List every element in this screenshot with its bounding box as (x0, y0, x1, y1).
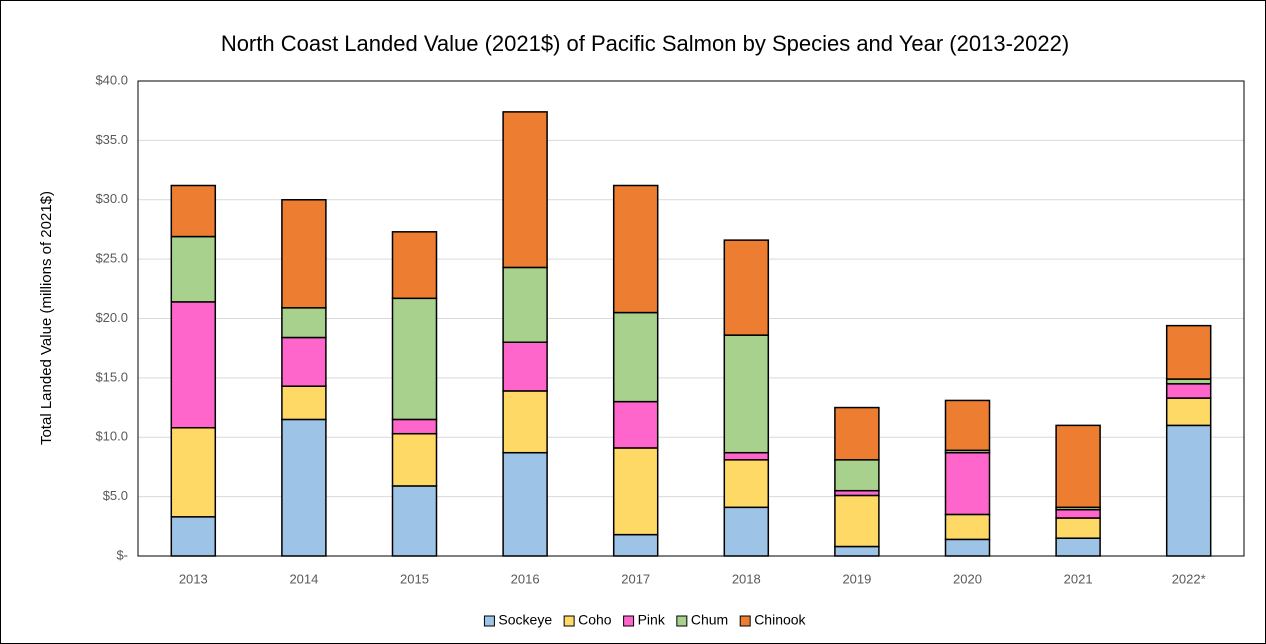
bar-segment (723, 239, 770, 336)
bar-segment (281, 199, 327, 309)
bar-segment (170, 184, 217, 238)
bar-segment (1165, 383, 1212, 399)
legend-label: Sockeye (498, 612, 552, 628)
bar-segment (281, 336, 327, 387)
bar-segment (170, 427, 217, 518)
bar-segment (723, 459, 770, 509)
x-tick-label: 2014 (289, 571, 318, 586)
x-tick-label: 2019 (842, 571, 871, 586)
bar-segment (391, 485, 438, 557)
bar-segment (502, 341, 548, 392)
bar-segment (1055, 517, 1101, 539)
bar-segment (612, 533, 659, 557)
bar-segment (1055, 537, 1101, 557)
x-tick-label: 2017 (621, 571, 650, 586)
y-tick-label: $25.0 (95, 251, 128, 266)
legend-swatch (623, 615, 635, 627)
y-tick-label: $20.0 (95, 310, 128, 325)
y-tick-label: $15.0 (95, 369, 128, 384)
bar-segment (834, 459, 880, 492)
x-tick-label: 2022* (1172, 571, 1206, 586)
bar-segment (170, 301, 217, 429)
legend-swatch (563, 615, 575, 627)
x-tick-label: 2021 (1064, 571, 1093, 586)
bar-segment (502, 266, 548, 343)
chart-title: North Coast Landed Value (2021$) of Paci… (221, 31, 1069, 56)
bar-segment (170, 235, 217, 303)
legend-label: Chinook (754, 612, 806, 628)
y-tick-label: $5.0 (103, 488, 128, 503)
plot-border (137, 80, 1245, 557)
bar-segment (281, 385, 327, 421)
bar-segment (502, 390, 548, 454)
bar-segment (723, 451, 770, 461)
bar-segment (391, 231, 438, 300)
bar-segment (834, 494, 880, 548)
bar-segment (502, 451, 548, 557)
y-tick-label: $40.0 (95, 72, 128, 87)
bar-segment (723, 506, 770, 557)
bar-segment (612, 400, 659, 449)
x-tick-label: 2018 (732, 571, 761, 586)
bar-segment (391, 432, 438, 487)
x-tick-label: 2015 (400, 571, 429, 586)
bar-segment (834, 406, 880, 461)
bar-segment (170, 516, 217, 557)
legend-label: Chum (691, 612, 728, 628)
bar-segment (391, 418, 438, 435)
bar-segment (1165, 324, 1212, 380)
bar-segment (612, 184, 659, 314)
bar-segment (723, 334, 770, 454)
bar-segment (944, 451, 991, 516)
bar-segment (612, 447, 659, 536)
bar-segment (944, 399, 991, 452)
bar-segment (281, 307, 327, 339)
bar-segment (281, 418, 327, 557)
bar-segment (502, 111, 548, 269)
x-tick-label: 2016 (511, 571, 540, 586)
legend-swatch (483, 615, 495, 627)
y-tick-label: $30.0 (95, 191, 128, 206)
y-tick-label: $- (116, 547, 128, 562)
y-tick-label: $10.0 (95, 429, 128, 444)
bar-segment (1165, 424, 1212, 557)
bar-segment (944, 513, 991, 541)
bar-segment (1055, 508, 1101, 519)
x-tick-label: 2020 (953, 571, 982, 586)
bar-segment (1165, 397, 1212, 427)
y-axis-title: Total Landed Value (millions of 2021$) (38, 191, 55, 445)
legend-label: Coho (578, 612, 612, 628)
bar-segment (944, 538, 991, 557)
y-tick-label: $35.0 (95, 132, 128, 147)
legend-swatch (676, 615, 688, 627)
x-tick-label: 2013 (179, 571, 208, 586)
bar-segment (1055, 424, 1101, 509)
legend-swatch (739, 615, 751, 627)
legend-label: Pink (638, 612, 666, 628)
bar-segment (612, 311, 659, 403)
bar-segment (834, 545, 880, 557)
bar-segment (391, 297, 438, 421)
